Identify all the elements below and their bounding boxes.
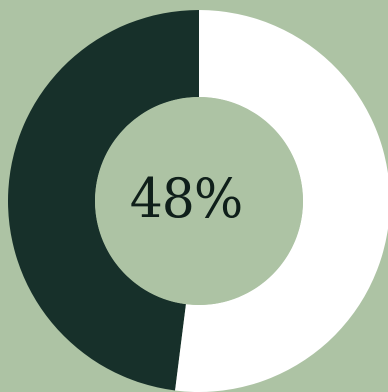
donut-hole <box>95 97 303 305</box>
donut-slice-remaining <box>175 10 388 392</box>
donut-slice-filled <box>7 10 199 391</box>
